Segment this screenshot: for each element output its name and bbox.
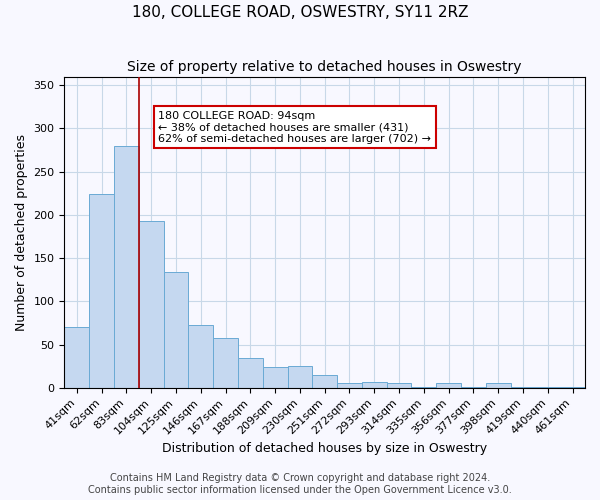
Text: 180, COLLEGE ROAD, OSWESTRY, SY11 2RZ: 180, COLLEGE ROAD, OSWESTRY, SY11 2RZ bbox=[132, 5, 468, 20]
Bar bbox=[362, 382, 386, 388]
Bar bbox=[486, 382, 511, 388]
Text: 180 COLLEGE ROAD: 94sqm
← 38% of detached houses are smaller (431)
62% of semi-d: 180 COLLEGE ROAD: 94sqm ← 38% of detache… bbox=[158, 111, 431, 144]
Text: Contains HM Land Registry data © Crown copyright and database right 2024.
Contai: Contains HM Land Registry data © Crown c… bbox=[88, 474, 512, 495]
Bar bbox=[213, 338, 238, 388]
Bar bbox=[238, 358, 263, 388]
Bar bbox=[164, 272, 188, 388]
Bar bbox=[461, 387, 486, 388]
Bar bbox=[412, 387, 436, 388]
Bar bbox=[89, 194, 114, 388]
Bar bbox=[535, 387, 560, 388]
Bar bbox=[560, 387, 585, 388]
Bar bbox=[287, 366, 313, 388]
Bar bbox=[139, 221, 164, 388]
Title: Size of property relative to detached houses in Oswestry: Size of property relative to detached ho… bbox=[127, 60, 522, 74]
Bar bbox=[114, 146, 139, 388]
Bar bbox=[64, 327, 89, 388]
Bar bbox=[386, 384, 412, 388]
Bar bbox=[436, 384, 461, 388]
Bar bbox=[337, 384, 362, 388]
X-axis label: Distribution of detached houses by size in Oswestry: Distribution of detached houses by size … bbox=[162, 442, 487, 455]
Bar bbox=[188, 324, 213, 388]
Bar bbox=[511, 387, 535, 388]
Bar bbox=[263, 367, 287, 388]
Y-axis label: Number of detached properties: Number of detached properties bbox=[15, 134, 28, 330]
Bar bbox=[313, 375, 337, 388]
